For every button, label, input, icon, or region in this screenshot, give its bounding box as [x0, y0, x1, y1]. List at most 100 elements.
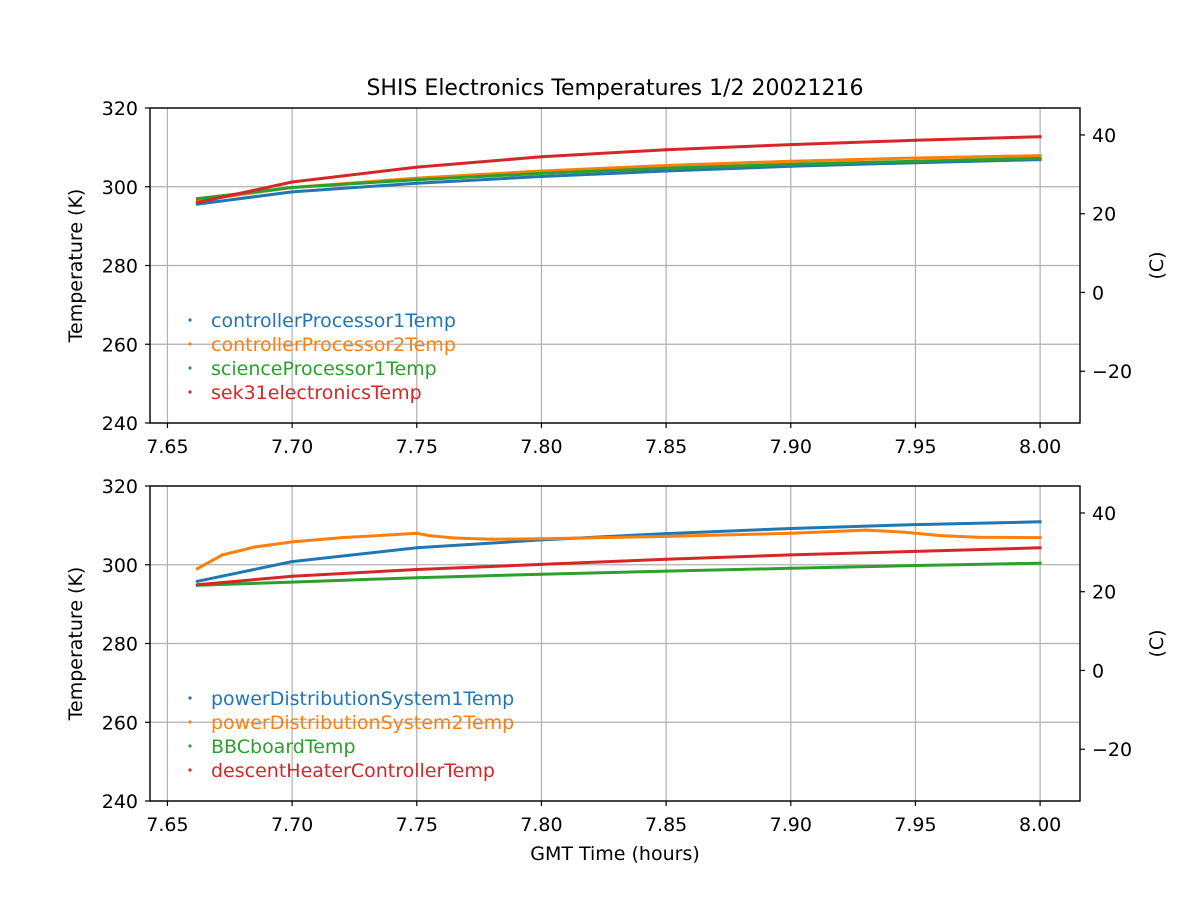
data-point-sek31electronicsTemp [1038, 135, 1042, 139]
data-point-controllerProcessor1Temp [539, 174, 544, 179]
x-tick-label: 7.80 [520, 436, 562, 458]
legend-marker-BBCboardTemp [188, 744, 192, 748]
x-tick-label: 7.90 [770, 814, 812, 836]
data-point-powerDistributionSystem2Temp [220, 553, 224, 557]
data-point-descentHeaterControllerTemp [415, 567, 419, 572]
x-tick-label: 7.65 [146, 814, 188, 836]
x-tick-label: 7.70 [271, 436, 313, 458]
data-point-powerDistributionSystem2Temp [452, 536, 456, 540]
data-point-scienceProcessor1Temp [664, 166, 668, 170]
chart-title: SHIS Electronics Temperatures 1/2 200212… [366, 76, 863, 101]
data-point-BBCboardTemp [789, 566, 793, 570]
data-point-sek31electronicsTemp [913, 138, 918, 142]
data-point-controllerProcessor1Temp [415, 181, 419, 185]
y-tick-label: 320 [102, 476, 138, 498]
data-point-powerDistributionSystem2Temp [901, 530, 905, 534]
legend-entry: scienceProcessor1Temp [211, 358, 437, 380]
x-tick-label: 7.70 [271, 814, 313, 836]
data-point-powerDistributionSystem2Temp [863, 528, 868, 532]
y2-tick-label: 40 [1092, 125, 1116, 147]
y-tick-label: 260 [102, 334, 138, 356]
data-point-sek31electronicsTemp [415, 165, 419, 169]
data-point-powerDistributionSystem2Temp [938, 534, 942, 538]
data-point-scienceProcessor1Temp [1038, 156, 1042, 160]
x-tick-label: 7.95 [894, 814, 936, 836]
data-point-sek31electronicsTemp [789, 143, 793, 147]
y2-axis-label: (C) [1146, 629, 1168, 657]
data-point-powerDistributionSystem1Temp [664, 532, 668, 536]
data-point-scienceProcessor1Temp [539, 171, 544, 175]
x-tick-label: 8.00 [1019, 814, 1061, 836]
data-point-powerDistributionSystem2Temp [253, 545, 257, 549]
x-tick-label: 7.65 [146, 436, 188, 458]
legend-marker-sek31electronicsTemp [188, 390, 192, 394]
data-point-BBCboardTemp [539, 572, 544, 576]
y-tick-label: 300 [102, 555, 138, 577]
data-point-descentHeaterControllerTemp [290, 574, 294, 578]
x-tick-label: 7.90 [770, 436, 812, 458]
x-tick-label: 7.80 [520, 814, 562, 836]
legend-entry: controllerProcessor1Temp [211, 310, 456, 332]
data-point-powerDistributionSystem2Temp [539, 537, 544, 541]
y-axis-label: Temperature (K) [65, 189, 87, 344]
y-tick-label: 300 [102, 177, 138, 199]
legend-marker-powerDistributionSystem2Temp [188, 720, 192, 724]
data-point-powerDistributionSystem1Temp [789, 526, 793, 531]
legend: powerDistributionSystem1TemppowerDistrib… [188, 688, 514, 782]
legend-marker-descentHeaterControllerTemp [188, 768, 192, 772]
y-tick-label: 260 [102, 712, 138, 734]
legend-entry: controllerProcessor2Temp [211, 334, 456, 356]
series-line-BBCboardTemp [195, 561, 1042, 587]
y-axis-label: Temperature (K) [65, 567, 87, 722]
series-line-scienceProcessor1Temp [195, 156, 1042, 201]
series-line-sek31electronicsTemp [195, 135, 1042, 204]
legend-marker-controllerProcessor1Temp [188, 318, 192, 322]
data-point-powerDistributionSystem1Temp [415, 546, 419, 550]
data-point-powerDistributionSystem2Temp [1038, 535, 1042, 540]
data-point-powerDistributionSystem2Temp [976, 535, 980, 539]
data-point-descentHeaterControllerTemp [664, 557, 668, 561]
data-point-controllerProcessor2Temp [664, 163, 668, 168]
data-point-powerDistributionSystem2Temp [290, 540, 294, 544]
data-point-descentHeaterControllerTemp [539, 562, 544, 566]
x-tick-label: 8.00 [1019, 436, 1061, 458]
data-point-sek31electronicsTemp [539, 155, 544, 159]
y-tick-label: 240 [102, 791, 138, 813]
series-line-descentHeaterControllerTemp [195, 546, 1042, 587]
data-point-powerDistributionSystem2Temp [789, 531, 793, 535]
data-point-descentHeaterControllerTemp [913, 549, 918, 553]
data-point-powerDistributionSystem1Temp [913, 522, 918, 527]
data-point-sek31electronicsTemp [664, 148, 668, 152]
y-tick-label: 280 [102, 634, 138, 656]
legend-entry: sek31electronicsTemp [211, 382, 422, 404]
data-point-BBCboardTemp [664, 569, 668, 573]
data-point-BBCboardTemp [1038, 561, 1042, 565]
legend-entry: BBCboardTemp [211, 736, 356, 758]
series-line-controllerProcessor1Temp [195, 158, 1042, 206]
data-point-controllerProcessor2Temp [539, 169, 544, 173]
data-point-powerDistributionSystem2Temp [390, 533, 394, 537]
data-point-controllerProcessor2Temp [789, 159, 793, 163]
y2-tick-label: 20 [1092, 204, 1116, 226]
x-tick-label: 7.85 [645, 436, 687, 458]
y-tick-label: 320 [102, 98, 138, 120]
data-point-powerDistributionSystem2Temp [489, 537, 494, 541]
data-point-descentHeaterControllerTemp [195, 583, 199, 587]
data-point-powerDistributionSystem2Temp [427, 534, 431, 538]
top-subplot: 7.65 7.70 7.75 7.80 7.85 7.90 7.95 8.00 240 260 28… [65, 98, 1168, 458]
legend-entry: descentHeaterControllerTemp [211, 760, 495, 782]
data-point-controllerProcessor2Temp [1038, 154, 1042, 158]
x-axis-label: GMT Time (hours) [530, 843, 700, 865]
data-point-scienceProcessor1Temp [195, 196, 199, 201]
data-point-powerDistributionSystem2Temp [195, 567, 199, 571]
legend-marker-powerDistributionSystem1Temp [188, 696, 192, 700]
data-point-scienceProcessor1Temp [290, 185, 294, 190]
data-point-sek31electronicsTemp [195, 200, 199, 205]
y2-tick-label: −20 [1092, 361, 1132, 383]
data-point-powerDistributionSystem2Temp [415, 531, 419, 535]
legend: controllerProcessor1TempcontrollerProces… [188, 310, 456, 404]
x-tick-label: 7.95 [894, 436, 936, 458]
data-point-descentHeaterControllerTemp [789, 553, 793, 557]
